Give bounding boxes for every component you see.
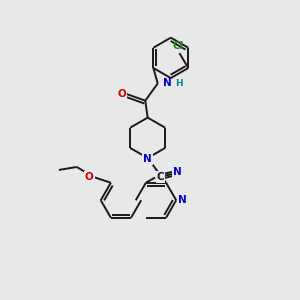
Text: N: N: [173, 167, 182, 178]
Text: C: C: [157, 172, 164, 182]
Text: N: N: [143, 154, 152, 164]
Text: Cl: Cl: [172, 41, 184, 51]
Text: O: O: [85, 172, 94, 182]
Text: H: H: [175, 79, 183, 88]
Text: N: N: [163, 78, 172, 88]
Text: O: O: [117, 89, 126, 99]
Text: N: N: [178, 195, 187, 205]
